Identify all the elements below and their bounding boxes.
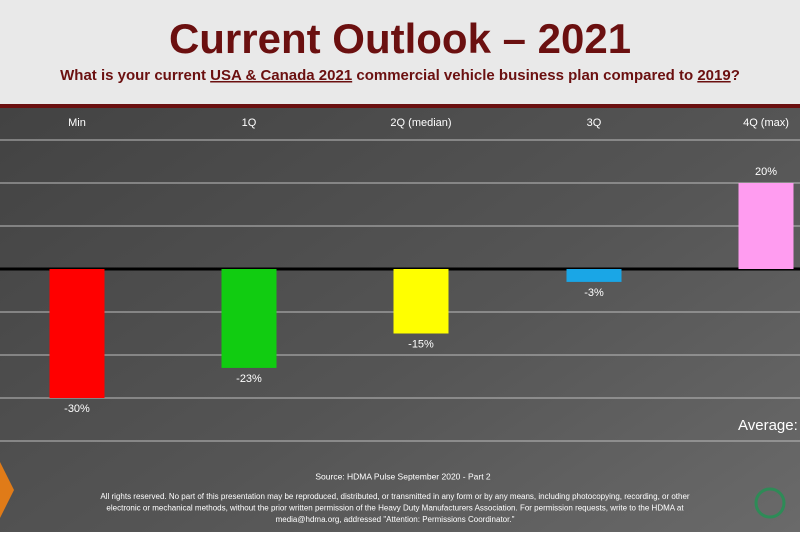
bar (221, 269, 277, 368)
value-label: -15% (408, 338, 434, 350)
subtitle-part: What is your current (60, 67, 210, 84)
value-label: -23% (236, 373, 262, 385)
header-band (0, 0, 800, 104)
rights-line: media@hdma.org, addressed "Attention: Pe… (276, 515, 515, 524)
source: Source: HDMA Pulse September 2020 - Part… (315, 471, 491, 481)
rights-line: All rights reserved. No part of this pre… (100, 492, 690, 501)
bar (49, 269, 105, 398)
category-label: 1Q (242, 117, 257, 129)
category-label: 4Q (max) (743, 117, 789, 129)
chart-subtitle: What is your current USA & Canada 2021 c… (60, 67, 740, 84)
bar (566, 269, 622, 282)
value-label: 20% (755, 166, 777, 178)
subtitle-part: ? (731, 67, 740, 84)
category-label: Min (68, 117, 86, 129)
subtitle-part: commercial vehicle business plan compare… (352, 67, 697, 84)
category-label: 3Q (587, 117, 602, 129)
logo-left (0, 462, 14, 518)
value-label: -30% (64, 403, 90, 415)
header-rule (0, 104, 800, 108)
bar (393, 269, 449, 334)
rights-line: electronic or mechanical methods, withou… (106, 504, 684, 513)
logo-right (754, 487, 786, 519)
value-label: -3% (584, 287, 604, 299)
subtitle-part: USA & Canada 2021 (210, 67, 352, 84)
annotation: Average: (738, 417, 798, 434)
bar (738, 183, 794, 269)
chart-title: Current Outlook – 2021 (169, 15, 631, 62)
subtitle-part: 2019 (697, 67, 730, 84)
category-label: 2Q (median) (390, 117, 451, 129)
